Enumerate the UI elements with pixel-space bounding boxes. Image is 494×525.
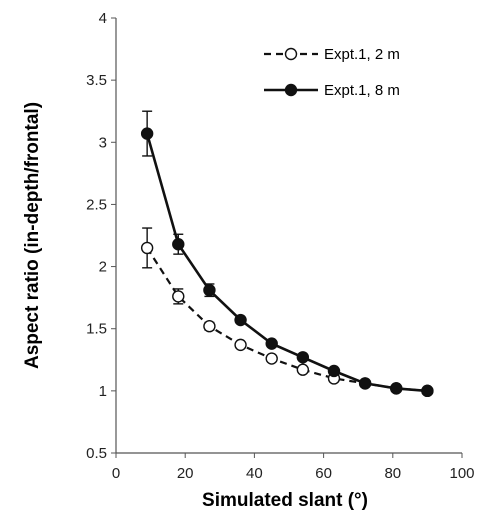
data-point <box>327 364 341 378</box>
axes <box>115 18 462 454</box>
y-tick-label: 4 <box>99 10 107 27</box>
legend-marker <box>284 47 298 61</box>
y-axis-title: Aspect ratio (in-depth/frontal) <box>22 102 43 369</box>
data-point <box>296 363 310 376</box>
data-point <box>172 237 185 251</box>
x-tick-label: 60 <box>315 465 332 482</box>
data-point <box>172 290 185 303</box>
legend-marker <box>284 83 298 97</box>
x-axis-title: Simulated slant (°) <box>202 490 368 511</box>
legend: Expt.1, 2 m Expt.1, 8 m <box>264 46 400 99</box>
data-point <box>203 283 216 297</box>
x-tick-label: 20 <box>177 465 194 482</box>
legend-label: Expt.1, 2 m <box>324 46 400 63</box>
x-tick-label: 100 <box>449 465 474 482</box>
x-tick-label: 0 <box>112 465 120 482</box>
series-line <box>146 247 428 392</box>
data-point <box>140 241 154 255</box>
x-tick-label: 40 <box>246 465 263 482</box>
y-tick-label: 0.5 <box>86 445 107 462</box>
data-point <box>140 127 154 140</box>
data-point <box>265 337 278 350</box>
y-tick-label: 1 <box>99 383 107 400</box>
data-point <box>390 382 403 395</box>
series-line <box>145 133 428 393</box>
data-point <box>296 351 310 364</box>
y-tick-label: 2 <box>99 259 107 276</box>
x-ticks: 0 20 40 60 80 100 <box>112 453 475 482</box>
data-point <box>203 320 216 333</box>
y-ticks: 0.5 1 1.5 2 2.5 3 3.5 4 <box>86 10 116 462</box>
y-tick-label: 3 <box>99 134 107 151</box>
x-tick-label: 80 <box>384 465 401 482</box>
y-tick-label: 3.5 <box>86 72 107 89</box>
data-point <box>421 384 434 398</box>
plot-area <box>140 110 434 398</box>
y-tick-label: 1.5 <box>86 321 107 338</box>
legend-label: Expt.1, 8 m <box>324 82 400 99</box>
data-point <box>234 338 247 352</box>
data-point <box>234 313 247 327</box>
data-point <box>358 377 372 390</box>
data-point <box>265 352 278 365</box>
series-2 <box>140 110 434 398</box>
y-tick-label: 2.5 <box>86 196 107 213</box>
